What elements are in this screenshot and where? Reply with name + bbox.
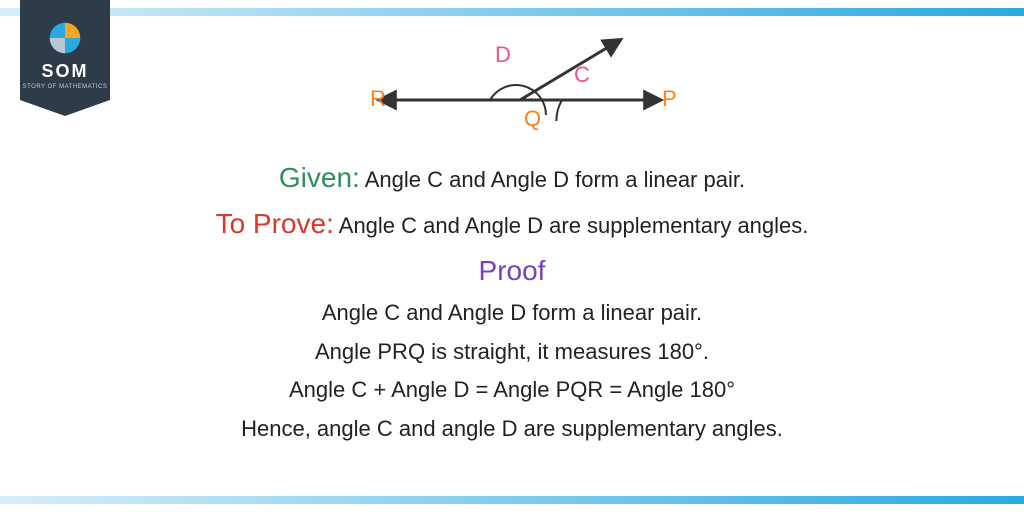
proof-content: Given: Angle C and Angle D form a linear… [0, 150, 1024, 454]
top-border-bar [0, 8, 1024, 16]
logo-subtitle: STORY OF MATHEMATICS [23, 84, 108, 90]
point-r-label: R [370, 86, 386, 112]
proof-line: Angle PRQ is straight, it measures 180°. [0, 338, 1024, 367]
linear-pair-diagram: R Q P C D [360, 30, 680, 140]
point-q-label: Q [524, 106, 541, 132]
bottom-border-bar [0, 496, 1024, 504]
logo-badge: SOM STORY OF MATHEMATICS [20, 0, 110, 100]
logo-icon [48, 21, 82, 55]
point-p-label: P [662, 86, 677, 112]
given-text: Angle C and Angle D form a linear pair. [365, 167, 745, 192]
proof-line: Hence, angle C and angle D are supplemen… [0, 415, 1024, 444]
to-prove-text: Angle C and Angle D are supplementary an… [339, 213, 809, 238]
proof-line: Angle C and Angle D form a linear pair. [0, 299, 1024, 328]
given-label: Given: [279, 162, 360, 193]
to-prove-label: To Prove: [216, 208, 334, 239]
proof-line: Angle C + Angle D = Angle PQR = Angle 18… [0, 376, 1024, 405]
angle-c-label: C [574, 62, 590, 88]
angle-d-label: D [495, 42, 511, 68]
proof-heading: Proof [0, 253, 1024, 289]
logo-title: SOM [41, 61, 88, 82]
